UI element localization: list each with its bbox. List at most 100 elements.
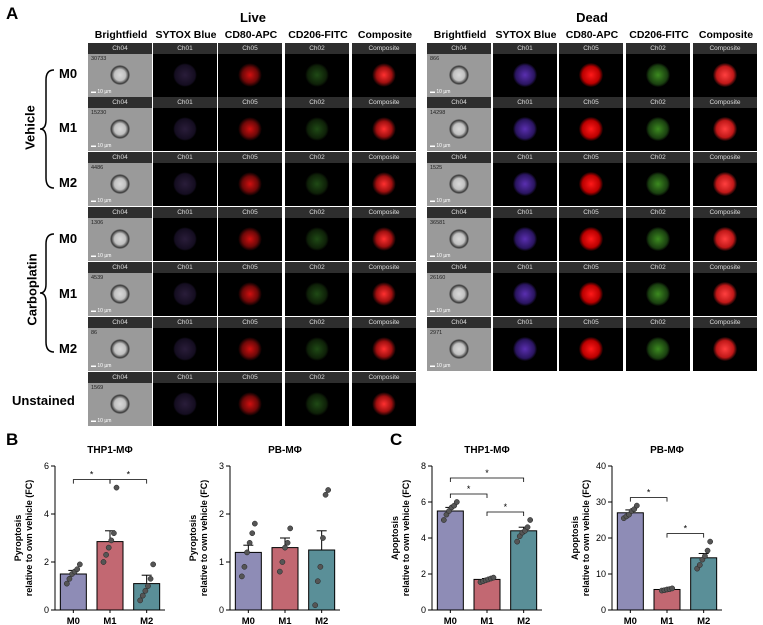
image-tile-dead-r0-c4: Composite xyxy=(693,43,757,97)
channel-label: Ch05 xyxy=(218,317,282,328)
y-axis-label: Pyroptosis xyxy=(188,515,198,562)
event-count: 86 xyxy=(91,330,98,336)
cell-image xyxy=(713,172,737,196)
cell-image xyxy=(238,117,262,141)
image-tile-live-r0-c4: Composite xyxy=(352,43,416,97)
channel-label: Composite xyxy=(693,97,757,108)
cell-image xyxy=(449,174,469,194)
bar-M0 xyxy=(234,551,262,611)
y-tick-label: 8 xyxy=(421,461,426,471)
scale-bar-label: ▬ 10 µm xyxy=(430,143,451,149)
cell-image xyxy=(173,392,197,416)
cell-image xyxy=(238,172,262,196)
panel-label-c: C xyxy=(390,430,403,449)
chart-title: PB-MΦ xyxy=(650,445,684,456)
image-tile-unstained-r6-c3: Ch02 xyxy=(285,372,349,426)
scale-bar-label: ▬ 10 µm xyxy=(91,253,112,259)
bar-M1 xyxy=(653,588,681,611)
image-tile-live-r4-c1: Ch01 xyxy=(153,262,217,316)
channel-label: Composite xyxy=(352,317,416,328)
scale-bar-label: ▬ 10 µm xyxy=(91,89,112,95)
channel-label: Composite xyxy=(352,152,416,163)
cell-image xyxy=(646,227,670,251)
image-tile-dead-r5-c4: Composite xyxy=(693,317,757,371)
data-point xyxy=(312,602,319,609)
channel-label: Ch04 xyxy=(88,97,152,108)
image-tile-dead-r1-c3: Ch02 xyxy=(626,97,690,151)
data-point xyxy=(71,568,78,575)
channel-label: Ch02 xyxy=(626,152,690,163)
data-point xyxy=(490,574,497,581)
column-header-dead-1: SYTOX Blue xyxy=(495,29,557,41)
image-tile-dead-r3-c3: Ch02 xyxy=(626,207,690,261)
scale-bar-label: ▬ 10 µm xyxy=(430,253,451,259)
data-point xyxy=(661,587,668,594)
data-point xyxy=(524,524,531,531)
data-point xyxy=(519,529,526,536)
y-axis-label: relative to own vehicle (FC) xyxy=(581,480,591,597)
cell-image xyxy=(579,117,603,141)
channel-label: Ch04 xyxy=(427,262,491,273)
data-point xyxy=(325,487,332,493)
channel-label: Ch02 xyxy=(285,372,349,383)
row-label-unstained: Unstained xyxy=(12,393,75,408)
data-point xyxy=(527,517,534,523)
row-label-vehicle-m0: M0 xyxy=(59,66,78,81)
cell-image xyxy=(372,117,396,141)
data-point xyxy=(66,575,73,582)
significance-star: * xyxy=(504,502,508,512)
significance-bracket xyxy=(109,479,148,484)
data-point xyxy=(287,525,294,532)
channel-label: Ch05 xyxy=(218,43,282,54)
data-point xyxy=(694,565,701,572)
image-tile-live-r5-c0: Ch04 86 ▬ 10 µm xyxy=(88,317,152,371)
cell-image xyxy=(513,282,537,306)
data-point xyxy=(145,583,151,589)
channel-label: Ch04 xyxy=(427,97,491,108)
panel-label-a: A xyxy=(6,4,19,23)
y-tick-label: 2 xyxy=(421,569,426,579)
cell-image xyxy=(372,63,396,87)
chart-title: THP1-MΦ xyxy=(87,445,132,456)
column-header-dead-4: Composite xyxy=(698,29,754,41)
cell-image xyxy=(238,227,262,251)
channel-label: Ch01 xyxy=(153,372,217,383)
image-tile-live-r1-c0: Ch04 15230 ▬ 10 µm xyxy=(88,97,152,151)
cell-image xyxy=(513,172,537,196)
x-tick-label: M2 xyxy=(517,616,530,625)
channel-label: Ch01 xyxy=(493,262,557,273)
image-tile-dead-r2-c1: Ch01 xyxy=(493,152,557,206)
data-point xyxy=(516,533,523,540)
column-header-live-3: CD206-FITC xyxy=(288,29,348,41)
image-tile-dead-r3-c1: Ch01 xyxy=(493,207,557,261)
y-axis-label: Pyroptosis xyxy=(13,515,23,562)
channel-label: Ch02 xyxy=(626,317,690,328)
cell-image xyxy=(173,117,197,141)
cell-image xyxy=(579,282,603,306)
data-point xyxy=(63,580,70,587)
x-tick-label: M1 xyxy=(278,616,292,625)
bar-M1 xyxy=(96,541,124,611)
channel-label: Ch05 xyxy=(559,207,623,218)
significance-star: * xyxy=(485,468,489,478)
bar-M1 xyxy=(473,578,501,611)
cell-image xyxy=(646,63,670,87)
data-point xyxy=(440,517,447,523)
channel-label: Ch05 xyxy=(559,152,623,163)
x-tick-label: M2 xyxy=(140,616,153,625)
event-count: 1569 xyxy=(91,385,104,391)
data-point xyxy=(108,537,115,544)
data-point xyxy=(631,506,638,513)
cell-image xyxy=(110,229,130,249)
y-tick-label: 10 xyxy=(596,569,606,579)
image-tile-live-r2-c2: Ch05 xyxy=(218,152,282,206)
bar-M2 xyxy=(690,557,718,611)
channel-label: Ch04 xyxy=(88,372,152,383)
channel-label: Ch01 xyxy=(153,97,217,108)
image-tile-live-r2-c1: Ch01 xyxy=(153,152,217,206)
carboplatin-brace xyxy=(39,233,55,353)
image-tile-dead-r5-c0: Ch04 2971 ▬ 10 µm xyxy=(427,317,491,371)
scale-bar-label: ▬ 10 µm xyxy=(91,363,112,369)
data-point xyxy=(696,562,703,568)
channel-label: Ch05 xyxy=(218,97,282,108)
